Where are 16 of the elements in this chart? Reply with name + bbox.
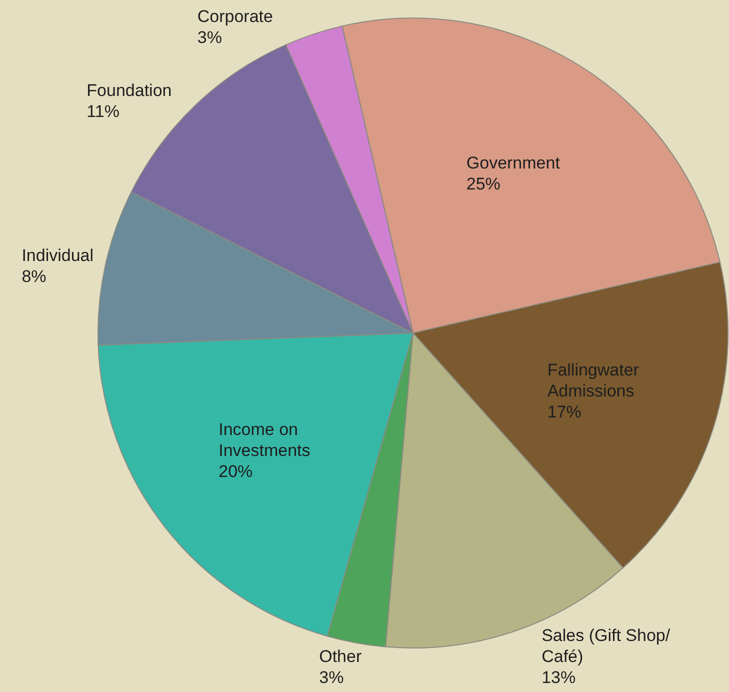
slice-label: Sales (Gift Shop/ Café) — [542, 626, 670, 666]
data-label: 3% — [319, 668, 344, 687]
slice-label: Government — [466, 154, 560, 173]
data-label: 17% — [547, 402, 582, 422]
data-label: 13% — [542, 668, 576, 687]
data-label: 25% — [466, 174, 500, 194]
data-label: 3% — [197, 28, 222, 47]
slice-label: Income on Investments — [218, 420, 310, 460]
slice-label: Individual — [22, 246, 94, 265]
data-label: 20% — [218, 462, 253, 482]
slice-label: Fallingwater Admissions — [547, 360, 640, 400]
data-label: 11% — [86, 102, 120, 122]
slice-label: Other — [319, 646, 362, 666]
slice-label: Foundation — [86, 81, 172, 100]
slice-label: Corporate — [197, 6, 273, 26]
data-label: 8% — [22, 266, 46, 286]
